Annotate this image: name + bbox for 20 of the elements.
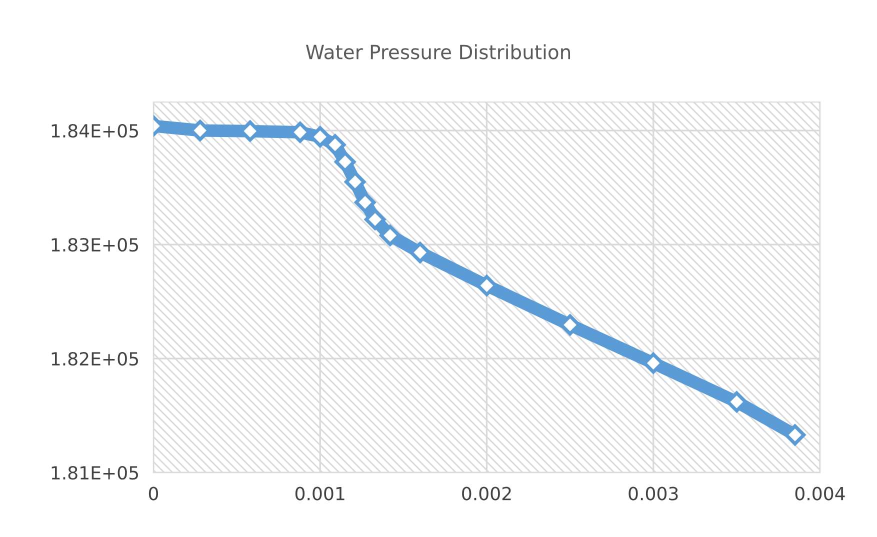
point — [476, 275, 498, 296]
x-tick-label: 0.002 — [462, 486, 511, 500]
point — [354, 192, 376, 213]
x-tick-label: 0.004 — [795, 486, 845, 500]
x-tick-label: 0.001 — [295, 486, 344, 500]
y-tick-label: 1.83E+05 — [52, 238, 138, 252]
point — [410, 242, 431, 264]
point — [334, 151, 356, 172]
y-tick-label: 1.82E+05 — [52, 352, 138, 366]
point — [324, 134, 346, 156]
y-tick-label: 1.81E+05 — [52, 466, 138, 480]
point — [364, 208, 386, 230]
x-tick-label: 0.003 — [628, 486, 678, 500]
point — [344, 171, 366, 192]
y-tick-label: 1.84E+05 — [52, 124, 138, 138]
point — [784, 424, 806, 446]
point — [380, 224, 401, 246]
point — [726, 391, 748, 412]
x-tick-label: 0 — [148, 486, 158, 500]
chart-title: Water Pressure Distribution — [306, 44, 570, 60]
